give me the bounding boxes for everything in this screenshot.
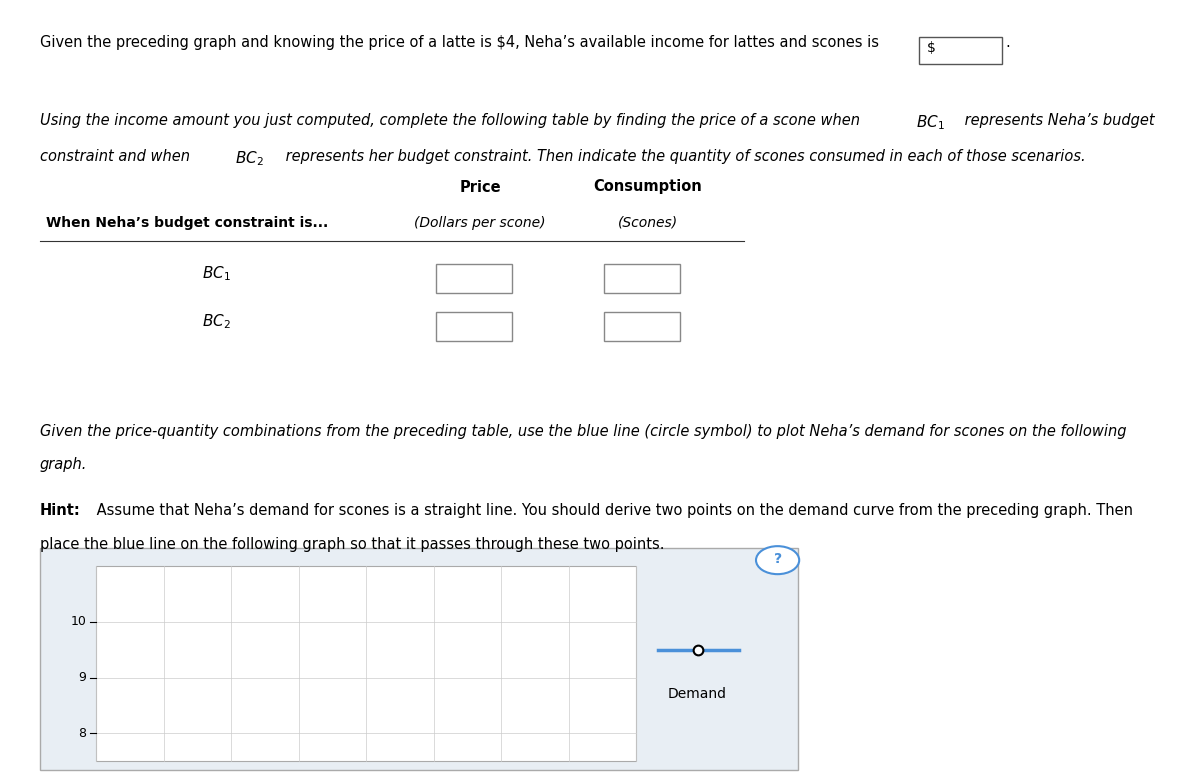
- Text: 9: 9: [78, 671, 86, 684]
- Text: $\mathbf{\mathit{BC}}_2$: $\mathbf{\mathit{BC}}_2$: [202, 313, 230, 331]
- Text: (Scones): (Scones): [618, 216, 678, 230]
- Text: Assume that Neha’s demand for scones is a straight line. You should derive two p: Assume that Neha’s demand for scones is …: [92, 503, 1134, 518]
- Text: $\mathbf{\mathit{BC}}_1$: $\mathbf{\mathit{BC}}_1$: [917, 113, 946, 131]
- Text: (Dollars per scone): (Dollars per scone): [414, 216, 546, 230]
- Text: Consumption: Consumption: [594, 180, 702, 194]
- Text: 10: 10: [71, 615, 86, 629]
- Text: Given the preceding graph and knowing the price of a latte is $4, Neha’s availab: Given the preceding graph and knowing th…: [40, 35, 878, 50]
- Text: ?: ?: [774, 552, 781, 566]
- Circle shape: [756, 546, 799, 574]
- FancyBboxPatch shape: [604, 264, 680, 293]
- Text: 8: 8: [78, 727, 86, 740]
- Text: $: $: [926, 41, 935, 55]
- FancyBboxPatch shape: [604, 312, 680, 341]
- Text: place the blue line on the following graph so that it passes through these two p: place the blue line on the following gra…: [40, 537, 664, 552]
- Text: graph.: graph.: [40, 457, 86, 471]
- Text: Using the income amount you just computed, complete the following table by findi: Using the income amount you just compute…: [40, 113, 864, 128]
- FancyBboxPatch shape: [40, 548, 798, 770]
- FancyBboxPatch shape: [96, 566, 636, 761]
- Text: .: .: [1006, 35, 1010, 50]
- Text: represents Neha’s budget: represents Neha’s budget: [960, 113, 1154, 128]
- Text: Price: Price: [460, 180, 500, 194]
- Text: When Neha’s budget constraint is...: When Neha’s budget constraint is...: [46, 216, 328, 230]
- Text: Demand: Demand: [667, 687, 726, 701]
- FancyBboxPatch shape: [436, 312, 512, 341]
- Text: constraint and when: constraint and when: [40, 149, 194, 164]
- Text: represents her budget constraint. Then indicate the quantity of scones consumed : represents her budget constraint. Then i…: [281, 149, 1086, 164]
- Text: $\mathbf{\mathit{BC}}_1$: $\mathbf{\mathit{BC}}_1$: [202, 265, 230, 283]
- FancyBboxPatch shape: [436, 264, 512, 293]
- FancyBboxPatch shape: [919, 37, 1002, 64]
- Text: Hint:: Hint:: [40, 503, 80, 518]
- Text: Given the price-quantity combinations from the preceding table, use the blue lin: Given the price-quantity combinations fr…: [40, 424, 1126, 439]
- Text: $\mathbf{\mathit{BC}}_2$: $\mathbf{\mathit{BC}}_2$: [235, 149, 264, 168]
